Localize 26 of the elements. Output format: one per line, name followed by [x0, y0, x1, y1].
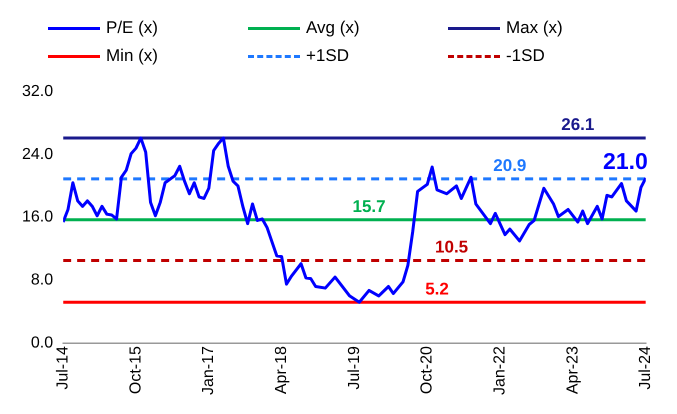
y-tick-label: 24.0 [22, 146, 54, 163]
y-tick-label: 8.0 [30, 272, 54, 289]
data-label: 5.2 [425, 279, 449, 298]
y-tick-label: 16.0 [22, 208, 54, 226]
y-tick-label: 0.0 [30, 334, 54, 352]
x-tick-label: Apr-23 [564, 346, 582, 394]
data-label: 20.9 [493, 156, 526, 176]
x-tick-label: Oct-20 [418, 346, 436, 394]
x-tick-label: Jul-24 [637, 346, 654, 390]
data-label: 10.5 [435, 238, 468, 257]
x-tick-label: Jul-14 [54, 346, 72, 390]
x-tick-label: Apr-18 [273, 346, 290, 394]
legend-label: Max (x) [506, 18, 563, 38]
x-tick-label: Oct-15 [127, 346, 144, 394]
data-label: 15.7 [352, 196, 386, 216]
legend-label: +1SD [306, 46, 349, 66]
legend-label: P/E (x) [106, 18, 158, 38]
legend-label: Min (x) [106, 46, 158, 66]
y-tick-label: 32.0 [22, 83, 54, 100]
x-tick-label: Jan-17 [200, 346, 218, 395]
x-tick-label: Jul-19 [346, 346, 363, 390]
legend-label: Avg (x) [306, 18, 360, 38]
legend-label: -1SD [506, 46, 545, 66]
x-tick-label: Jan-22 [492, 346, 509, 395]
data-label: 26.1 [561, 115, 594, 134]
data-label: 21.0 [603, 148, 648, 174]
